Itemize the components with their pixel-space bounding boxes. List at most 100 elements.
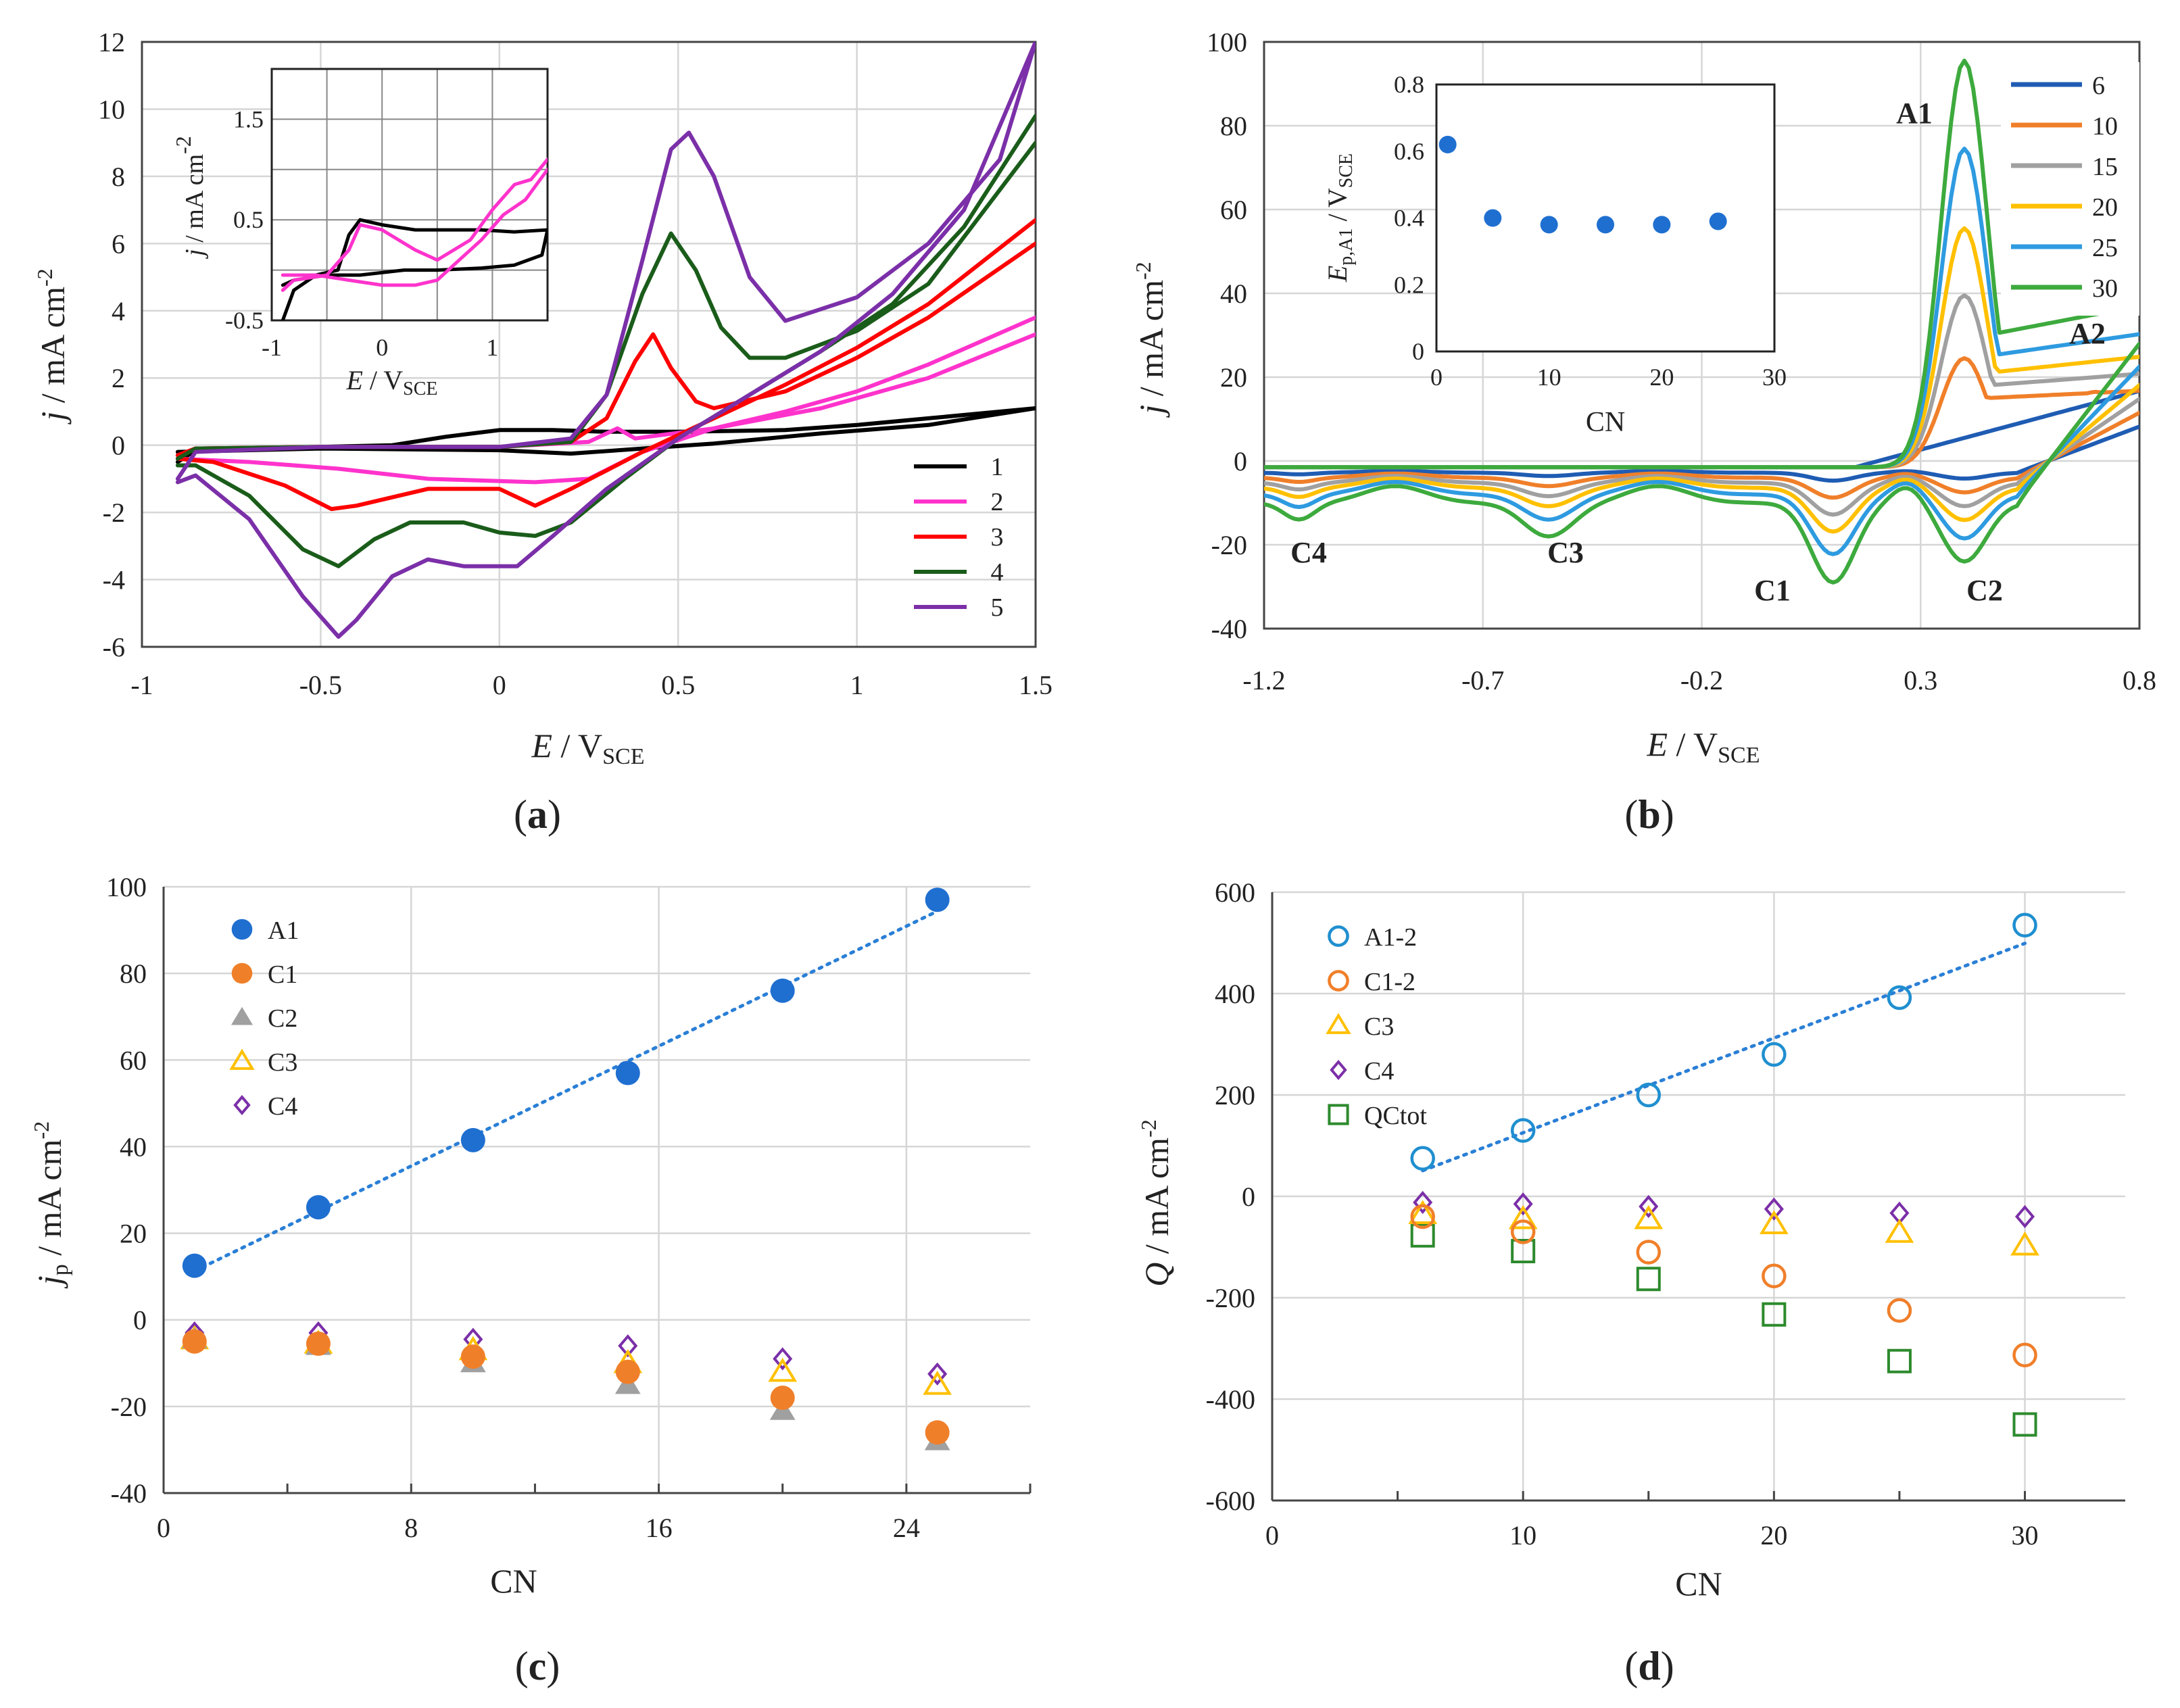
panel-b-inset-point-5	[1709, 212, 1727, 230]
panel-c-point-C3-4	[768, 1357, 798, 1382]
panel-d-point-C1-2-1	[1510, 1219, 1536, 1244]
panel-a-inset-x-tick: 1	[486, 334, 498, 361]
panel-c-x-axis-label: CN	[490, 1562, 537, 1600]
panel-a-y-tick: 8	[112, 162, 125, 192]
panel-d-charge-chart: 0 10 20 30 -600 -400 -200 0 200 400 600 CN Q / mA cm…	[1136, 877, 2125, 1603]
panel-a-x-tick: 1	[850, 670, 864, 700]
panel-c-legend-label-C3: C3	[268, 1048, 297, 1077]
panel-a-y-tick: 6	[112, 228, 125, 259]
panel-d-x-tick: 10	[1509, 1520, 1536, 1551]
panel-a-inset-y-tick: 1.5	[233, 105, 264, 132]
panel-c-point-A1-4	[770, 978, 795, 1003]
panel-d-y-tick: 200	[1215, 1080, 1255, 1111]
panel-d-legend-marker-QCtot	[1328, 1104, 1349, 1125]
panel-d-y-tick: 600	[1215, 877, 1255, 908]
panel-b-legend-label-25: 25	[2092, 234, 2118, 262]
panel-letter-c: (c)	[515, 1644, 560, 1688]
panel-b-y-tick: -40	[1211, 614, 1247, 644]
panel-letter-a: (a)	[514, 792, 561, 837]
panel-a-y-tick: 2	[112, 363, 125, 393]
panel-b-inset-x-tick: 30	[1762, 364, 1787, 391]
panel-b-inset-point-2	[1540, 216, 1558, 234]
panel-a-y-tick: -4	[103, 565, 125, 595]
panel-d-legend-marker-A1-2	[1328, 925, 1349, 947]
panel-b-peak-label-A2: A2	[2069, 317, 2106, 350]
panel-d-y-tick: 400	[1215, 979, 1255, 1009]
panel-b-x-tick: -0.2	[1680, 665, 1723, 696]
panel-c-peak-current-chart: 0 8 16 24 -40 -20 0 20 40 60 80 100 CN jp / mA cm-2 A1…	[29, 872, 1032, 1600]
panel-a-inset-y-tick: -0.5	[225, 307, 264, 334]
panel-a-x-tick: 0.5	[661, 670, 695, 700]
panel-a-legend-label-3: 3	[991, 523, 1004, 552]
panel-c-point-C1-2	[460, 1344, 485, 1369]
panel-c-y-tick: -40	[111, 1478, 147, 1509]
panel-d-point-C3-1	[1508, 1204, 1538, 1229]
panel-d-legend-marker-C1-2	[1328, 970, 1349, 992]
panel-a-series-2-reverse	[175, 315, 1036, 485]
panel-d-point-QCtot-3	[1762, 1302, 1787, 1327]
panel-a-series-5-reverse	[175, 42, 1036, 639]
panel-c-legend-marker-C4	[233, 1095, 251, 1115]
panel-a-series-5-forward	[175, 42, 1036, 481]
panel-a-series-1-reverse	[175, 406, 1036, 456]
panel-c-point-C4-5	[927, 1362, 948, 1386]
panel-c-y-tick: 80	[120, 958, 147, 989]
panel-c-legend: A1 C1 C2 C3 C4	[229, 917, 299, 1121]
panel-b-series-30-forward	[1264, 58, 2139, 470]
panel-c-point-C4-4	[773, 1347, 793, 1371]
panel-b-series-15-reverse	[1264, 397, 2139, 517]
panel-b-inset-x-label: CN	[1586, 407, 1625, 438]
panel-a-y-tick: -2	[103, 497, 125, 528]
panel-a-inset-y-tick: 0.5	[233, 206, 264, 233]
panel-a-series-3-reverse	[175, 218, 1036, 512]
panel-b-series-6-reverse	[1264, 424, 2139, 483]
panel-b-x-axis-label: E / VSCE	[1646, 725, 1760, 768]
panel-b-y-tick: 80	[1220, 111, 1247, 141]
panel-a-legend-label-5: 5	[991, 593, 1004, 622]
panel-c-trendline-A1	[193, 909, 940, 1273]
panel-c-legend-marker-C3	[229, 1048, 255, 1070]
panel-d-x-tick: 20	[1760, 1520, 1787, 1551]
panel-a-inset-y-label: j / mA cm-2	[171, 136, 209, 260]
panel-d-point-C3-3	[1759, 1210, 1789, 1234]
panel-d-y-tick: -600	[1206, 1486, 1255, 1516]
panel-b-y-tick: 20	[1220, 362, 1247, 393]
panel-a-y-tick: 12	[98, 27, 125, 57]
panel-d-point-A1-2-1	[1510, 1118, 1536, 1143]
panel-b-series-30-reverse	[1264, 341, 2139, 585]
panel-d-legend-marker-C4	[1330, 1060, 1347, 1080]
panel-b-series-20-reverse	[1264, 383, 2139, 534]
panel-c-legend-label-C2: C2	[268, 1004, 297, 1033]
panel-a-y-tick: 10	[98, 94, 125, 124]
panel-d-legend-label-C1-2: C1-2	[1364, 968, 1415, 996]
panel-b-series-25-reverse	[1264, 364, 2139, 556]
panel-d-point-C1-2-3	[1762, 1263, 1787, 1288]
panel-b-y-tick: 40	[1220, 278, 1247, 309]
panel-b-y-tick: 60	[1220, 195, 1247, 225]
panel-d-point-QCtot-1	[1511, 1239, 1536, 1263]
panel-d-point-C4-2	[1639, 1194, 1659, 1219]
panel-d-point-C4-1	[1513, 1192, 1533, 1216]
panel-c-x-tick: 24	[893, 1513, 920, 1543]
panel-d-point-C4-5	[2015, 1204, 2035, 1229]
panel-d-x-tick: 0	[1265, 1520, 1279, 1551]
panel-d-point-A1-2-5	[2012, 912, 2037, 937]
panel-c-y-tick: 60	[120, 1045, 147, 1075]
panel-d-point-C1-2-0	[1410, 1204, 1435, 1229]
panel-d-point-C3-2	[1634, 1204, 1664, 1229]
panel-b-y-axis-label: j / mA cm-2	[1131, 262, 1170, 418]
panel-d-point-C3-5	[2010, 1231, 2039, 1256]
panel-c-point-A1-1	[306, 1195, 331, 1220]
panel-c-x-tick: 0	[157, 1513, 170, 1543]
panel-c-y-tick: 40	[120, 1131, 147, 1162]
panel-c-point-C3-5	[923, 1370, 952, 1395]
panel-c-point-C1-5	[925, 1420, 950, 1445]
panel-c-x-tick: 8	[404, 1513, 418, 1543]
panel-a-y-tick: 4	[112, 296, 125, 326]
panel-a-y-tick: 0	[112, 431, 125, 461]
panel-a-inset-x-tick: -1	[262, 334, 282, 361]
panel-a-legend-label-2: 2	[991, 488, 1004, 516]
panel-b-inset-x-tick: 0	[1430, 364, 1443, 391]
panel-d-point-QCtot-0	[1410, 1223, 1435, 1248]
